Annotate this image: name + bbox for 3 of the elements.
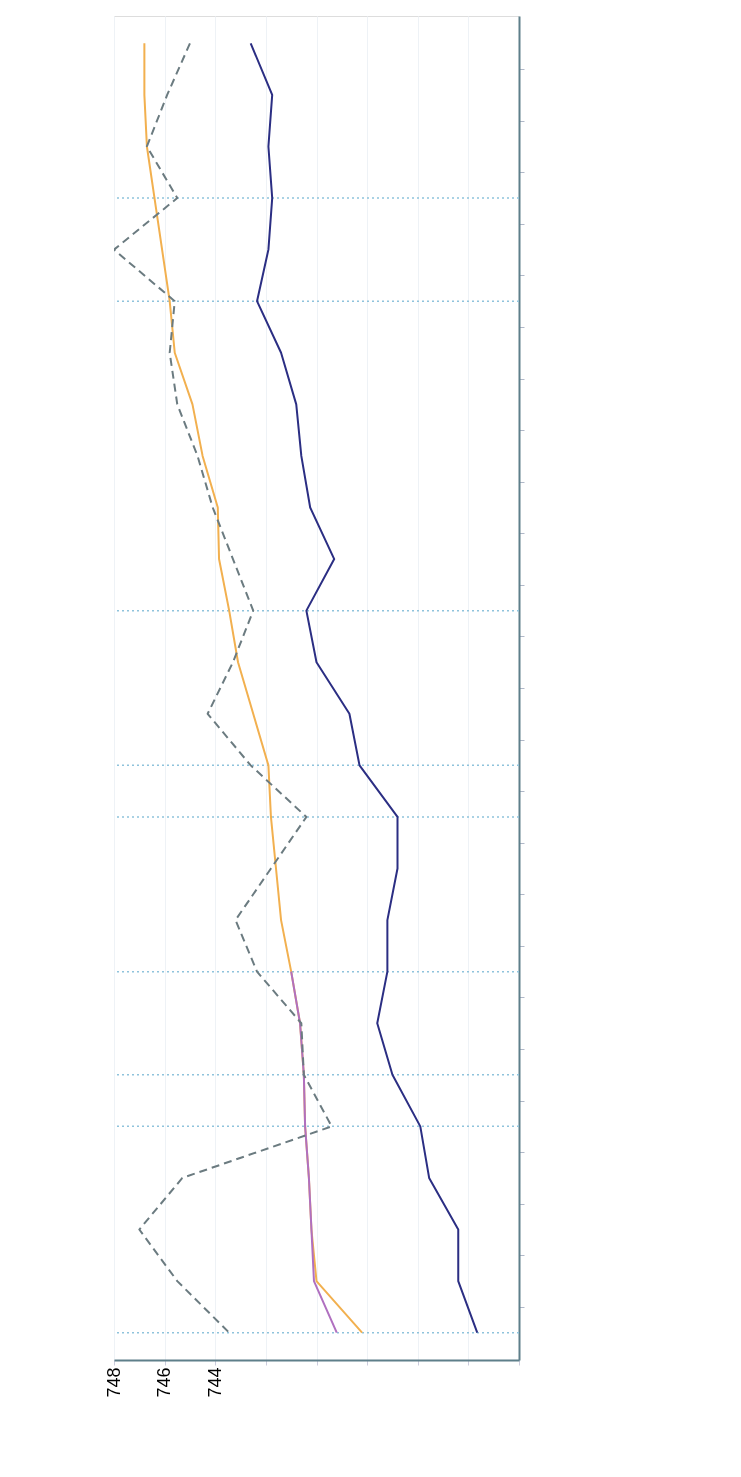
x-tick-label: 746 [154,1367,175,1398]
x-tick-label: 744 [204,1367,225,1398]
x-tick-label: 748 [103,1367,124,1398]
